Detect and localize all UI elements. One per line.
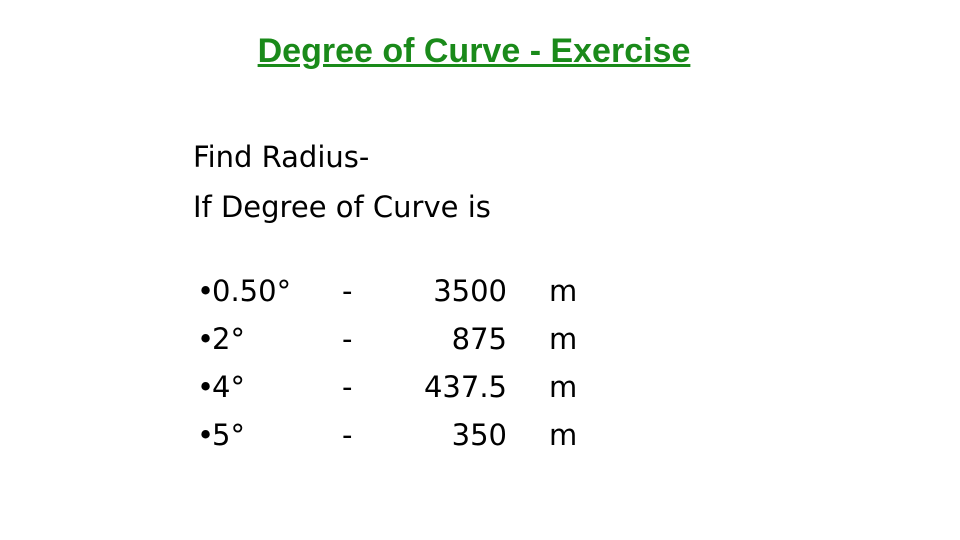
separator: - — [342, 370, 353, 404]
degree: 4° — [212, 370, 245, 404]
slide-title: Degree of Curve - Exercise — [257, 32, 691, 70]
unit: m — [549, 418, 578, 452]
separator: - — [342, 322, 353, 356]
question-line: If Degree of Curve is — [193, 190, 491, 224]
radius: 350 — [451, 418, 507, 452]
unit: m — [549, 274, 578, 308]
separator: - — [342, 418, 353, 452]
bullet: • — [197, 370, 215, 404]
degree: 5° — [212, 418, 245, 452]
separator: - — [342, 274, 353, 308]
degree: 0.50° — [212, 274, 292, 308]
radius: 437.5 — [423, 370, 507, 404]
radius: 875 — [451, 322, 507, 356]
bullet: • — [197, 322, 215, 356]
unit: m — [549, 370, 578, 404]
degree: 2° — [212, 322, 245, 356]
radius: 3500 — [433, 274, 507, 308]
unit: m — [549, 322, 578, 356]
bullet: • — [197, 418, 215, 452]
question-line: Find Radius- — [193, 140, 370, 174]
bullet: • — [197, 274, 215, 308]
